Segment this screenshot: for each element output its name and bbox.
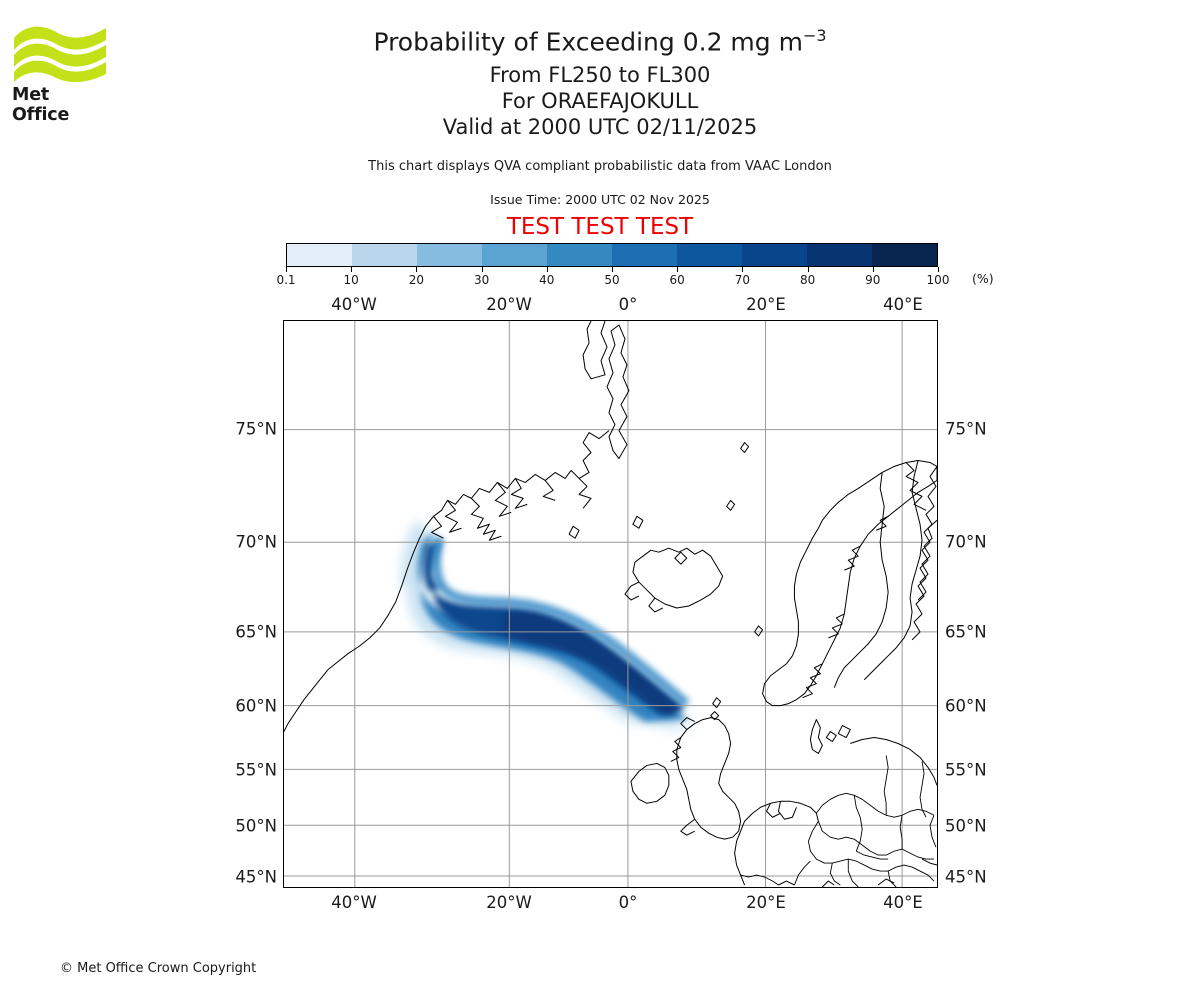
colorbar-swatch-8 xyxy=(807,244,872,266)
colorbar-tick-label-10: 100 xyxy=(926,273,950,287)
colorbar-tick-label-1: 10 xyxy=(343,273,359,287)
colorbar-tick-label-0: 0.1 xyxy=(276,273,296,287)
map-gridlines xyxy=(284,321,937,887)
colorbar-swatch-9 xyxy=(872,244,937,266)
lon-label-top-1: 20°W xyxy=(486,295,532,314)
colorbar-tickmark-9 xyxy=(872,267,874,272)
qva-note: This chart displays QVA compliant probab… xyxy=(368,159,832,174)
lon-label-bottom-2: 0° xyxy=(618,893,638,912)
colorbar-tickmark-4 xyxy=(546,267,548,272)
page-title: Probability of Exceeding 0.2 mg m−3 xyxy=(0,26,1200,56)
lat-label-left-4: 55°N xyxy=(235,760,277,780)
map-svg xyxy=(284,321,937,887)
map-coastlines xyxy=(284,321,937,887)
volcano-subtitle: For ORAEFAJOKULL xyxy=(501,89,699,113)
met-office-wave-icon xyxy=(14,26,106,83)
lat-label-right-0: 75°N xyxy=(945,419,987,439)
lat-label-left-3: 60°N xyxy=(235,696,277,716)
colorbar-tickmark-7 xyxy=(742,267,744,272)
colorbar-tick-label-9: 90 xyxy=(865,273,881,287)
lon-label-top-0: 40°W xyxy=(331,295,377,314)
colorbar-tickmark-5 xyxy=(612,267,613,272)
colorbar-swatch-5 xyxy=(612,244,677,266)
colorbar-tick-label-4: 40 xyxy=(539,273,555,287)
map-plot-area[interactable] xyxy=(283,320,938,888)
lat-label-right-6: 45°N xyxy=(945,867,987,887)
lat-label-left-0: 75°N xyxy=(235,419,277,439)
lat-label-right-2: 65°N xyxy=(945,622,987,642)
colorbar xyxy=(286,243,938,267)
colorbar-tickmark-3 xyxy=(481,267,483,272)
lat-label-right-1: 70°N xyxy=(945,532,987,552)
colorbar-tickmark-10 xyxy=(938,267,939,272)
lon-label-bottom-3: 20°E xyxy=(746,893,786,912)
page-title-exponent: −3 xyxy=(802,26,827,45)
copyright-text: © Met Office Crown Copyright xyxy=(60,961,257,976)
lat-label-right-4: 55°N xyxy=(945,760,987,780)
colorbar-gradient xyxy=(286,243,938,267)
met-office-brand-text: Met Office xyxy=(12,85,70,125)
colorbar-tick-label-8: 80 xyxy=(799,273,816,287)
valid-time-subtitle: Valid at 2000 UTC 02/11/2025 xyxy=(442,115,758,139)
lon-label-bottom-0: 40°W xyxy=(331,893,377,912)
lon-label-top-4: 40°E xyxy=(883,295,923,314)
page-title-text: Probability of Exceeding 0.2 mg m xyxy=(373,27,803,57)
colorbar-swatch-0 xyxy=(287,244,352,266)
ash-plume-layer xyxy=(401,520,693,732)
colorbar-tickmark-0 xyxy=(286,267,287,272)
colorbar-tickmark-2 xyxy=(416,267,418,272)
lat-label-right-5: 50°N xyxy=(945,816,987,836)
colorbar-unit-label: (%) xyxy=(972,271,994,286)
lon-label-bottom-4: 40°E xyxy=(883,893,923,912)
lat-label-left-5: 50°N xyxy=(235,816,277,836)
colorbar-tickmark-1 xyxy=(351,267,353,272)
colorbar-swatch-4 xyxy=(547,244,612,266)
colorbar-swatch-1 xyxy=(352,244,417,266)
flight-level-subtitle: From FL250 to FL300 xyxy=(489,63,711,87)
lon-label-bottom-1: 20°W xyxy=(486,893,532,912)
colorbar-tickmark-6 xyxy=(677,267,679,272)
colorbar-tickmark-8 xyxy=(807,267,809,272)
lat-label-right-3: 60°N xyxy=(945,696,987,716)
colorbar-swatch-3 xyxy=(482,244,547,266)
colorbar-swatch-7 xyxy=(742,244,807,266)
colorbar-tick-label-7: 70 xyxy=(734,273,751,287)
colorbar-tick-label-2: 20 xyxy=(408,273,425,287)
met-office-logo: Met Office xyxy=(12,22,112,125)
lat-label-left-6: 45°N xyxy=(235,867,277,887)
colorbar-ticks: 0.1 10 20 30 40 50 60 70 80 90 100 xyxy=(276,267,949,287)
lat-label-left-2: 65°N xyxy=(235,622,277,642)
lon-label-top-3: 20°E xyxy=(746,295,786,314)
colorbar-tick-label-5: 50 xyxy=(604,273,620,287)
colorbar-tick-label-6: 60 xyxy=(669,273,685,287)
colorbar-swatch-6 xyxy=(677,244,742,266)
colorbar-swatch-2 xyxy=(417,244,482,266)
colorbar-tick-label-3: 30 xyxy=(473,273,490,287)
lon-label-top-2: 0° xyxy=(618,295,638,314)
issue-time: Issue Time: 2000 UTC 02 Nov 2025 xyxy=(490,192,710,207)
test-banner: TEST TEST TEST xyxy=(506,214,694,240)
lat-label-left-1: 70°N xyxy=(235,532,277,552)
